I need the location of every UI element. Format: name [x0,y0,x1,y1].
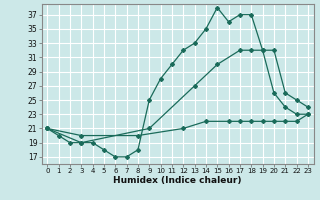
X-axis label: Humidex (Indice chaleur): Humidex (Indice chaleur) [113,176,242,185]
